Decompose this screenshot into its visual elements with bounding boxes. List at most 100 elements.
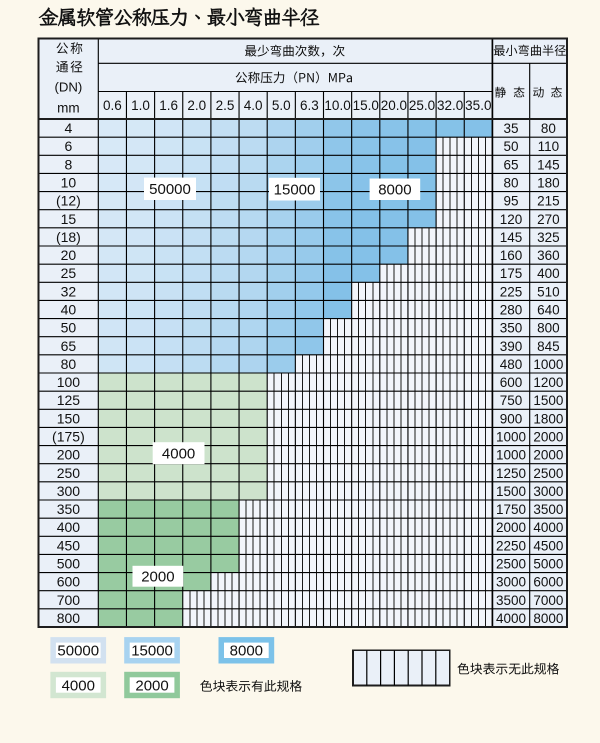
svg-text:175: 175: [500, 266, 523, 281]
svg-text:700: 700: [57, 592, 81, 608]
svg-text:2250: 2250: [496, 538, 526, 553]
svg-text:1750: 1750: [496, 502, 526, 517]
svg-text:450: 450: [57, 537, 81, 553]
svg-text:80: 80: [504, 176, 519, 191]
svg-text:20: 20: [61, 247, 77, 263]
svg-text:3000: 3000: [533, 484, 563, 499]
svg-text:845: 845: [537, 339, 560, 354]
svg-text:1.0: 1.0: [131, 98, 150, 113]
svg-text:50: 50: [504, 139, 519, 154]
svg-text:4000: 4000: [162, 446, 195, 463]
svg-text:(DN): (DN): [54, 80, 82, 95]
svg-text:8000: 8000: [378, 182, 411, 199]
svg-text:mm: mm: [57, 100, 80, 115]
svg-text:120: 120: [500, 212, 523, 227]
svg-text:95: 95: [504, 194, 519, 209]
svg-text:200: 200: [57, 447, 81, 463]
svg-text:300: 300: [57, 483, 81, 499]
svg-text:4000: 4000: [533, 520, 563, 535]
svg-text:600: 600: [500, 375, 523, 390]
svg-text:800: 800: [537, 321, 560, 336]
svg-text:510: 510: [537, 284, 560, 299]
svg-text:35.0: 35.0: [465, 98, 491, 113]
svg-text:2000: 2000: [533, 430, 563, 445]
svg-text:65: 65: [61, 338, 77, 354]
svg-text:8: 8: [65, 156, 73, 172]
svg-text:7000: 7000: [533, 593, 563, 608]
svg-text:2000: 2000: [135, 677, 168, 694]
svg-text:6000: 6000: [533, 575, 563, 590]
svg-text:400: 400: [537, 266, 560, 281]
svg-text:4: 4: [65, 120, 73, 136]
svg-text:4000: 4000: [496, 611, 526, 626]
svg-text:5.0: 5.0: [272, 98, 291, 113]
svg-text:2500: 2500: [533, 466, 563, 481]
svg-text:360: 360: [537, 248, 560, 263]
svg-text:145: 145: [537, 157, 560, 172]
svg-text:6: 6: [65, 138, 73, 154]
svg-text:400: 400: [57, 519, 81, 535]
svg-text:480: 480: [500, 357, 523, 372]
svg-text:1.6: 1.6: [159, 98, 178, 113]
svg-text:640: 640: [537, 303, 560, 318]
svg-text:35: 35: [504, 121, 519, 136]
svg-text:100: 100: [57, 374, 81, 390]
svg-text:2000: 2000: [533, 448, 563, 463]
svg-text:900: 900: [500, 411, 523, 426]
svg-text:270: 270: [537, 212, 560, 227]
svg-text:10: 10: [61, 175, 77, 191]
svg-text:15.0: 15.0: [353, 98, 379, 113]
svg-text:125: 125: [57, 392, 81, 408]
svg-text:20.0: 20.0: [381, 98, 407, 113]
svg-text:50: 50: [61, 320, 77, 336]
svg-text:250: 250: [57, 465, 81, 481]
svg-text:1200: 1200: [533, 375, 563, 390]
svg-text:2.5: 2.5: [216, 98, 235, 113]
svg-text:5000: 5000: [533, 557, 563, 572]
svg-text:280: 280: [500, 303, 523, 318]
svg-text:0.6: 0.6: [103, 98, 122, 113]
svg-text:1250: 1250: [496, 466, 526, 481]
svg-text:3000: 3000: [496, 575, 526, 590]
svg-text:800: 800: [57, 610, 81, 626]
svg-text:1000: 1000: [496, 448, 526, 463]
svg-text:2.0: 2.0: [187, 98, 206, 113]
svg-text:145: 145: [500, 230, 523, 245]
svg-text:1000: 1000: [496, 430, 526, 445]
svg-text:1500: 1500: [496, 484, 526, 499]
svg-text:80: 80: [541, 121, 556, 136]
svg-text:6.3: 6.3: [300, 98, 319, 113]
svg-text:350: 350: [500, 321, 523, 336]
svg-text:215: 215: [537, 194, 560, 209]
svg-text:2500: 2500: [496, 557, 526, 572]
svg-text:15: 15: [61, 211, 77, 227]
svg-text:2000: 2000: [141, 569, 174, 586]
svg-text:390: 390: [500, 339, 523, 354]
svg-text:32: 32: [61, 283, 77, 299]
svg-text:(175): (175): [52, 429, 85, 445]
svg-text:3500: 3500: [533, 502, 563, 517]
svg-text:40: 40: [61, 302, 77, 318]
svg-text:225: 225: [500, 284, 523, 299]
svg-text:32.0: 32.0: [437, 98, 463, 113]
svg-text:4.0: 4.0: [244, 98, 263, 113]
svg-text:1500: 1500: [533, 393, 563, 408]
svg-text:150: 150: [57, 410, 81, 426]
svg-text:325: 325: [537, 230, 560, 245]
svg-text:3500: 3500: [496, 593, 526, 608]
svg-text:50000: 50000: [57, 643, 99, 660]
svg-text:50000: 50000: [149, 181, 191, 198]
svg-text:350: 350: [57, 501, 81, 517]
svg-text:160: 160: [500, 248, 523, 263]
svg-text:15000: 15000: [131, 643, 173, 660]
svg-text:4000: 4000: [62, 677, 95, 694]
svg-text:25: 25: [61, 265, 77, 281]
svg-text:4500: 4500: [533, 538, 563, 553]
svg-text:8000: 8000: [533, 611, 563, 626]
svg-text:15000: 15000: [274, 181, 316, 198]
svg-text:65: 65: [504, 157, 519, 172]
svg-text:8000: 8000: [230, 643, 263, 660]
svg-text:(12): (12): [56, 193, 81, 209]
svg-text:110: 110: [538, 139, 560, 154]
svg-text:600: 600: [57, 574, 81, 590]
